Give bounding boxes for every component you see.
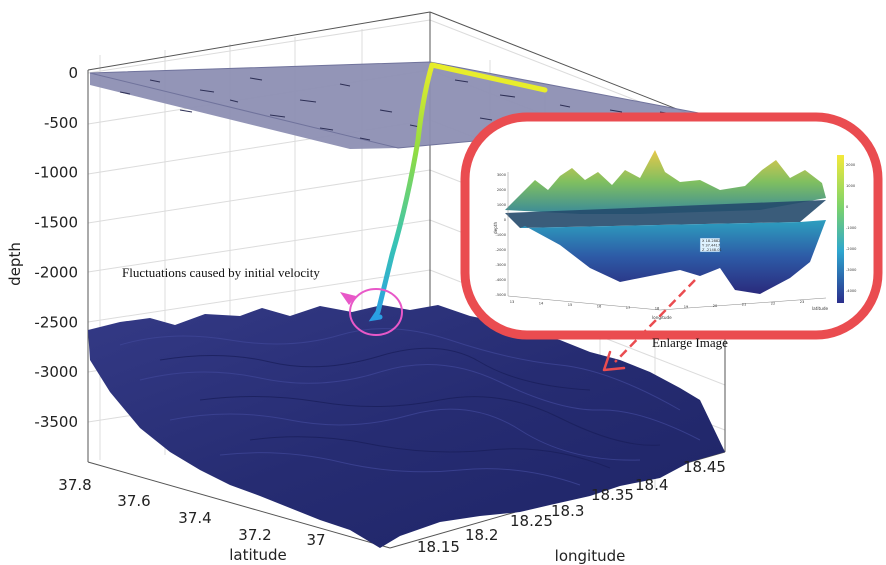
latitude-tick-label: 37.2 (238, 526, 271, 544)
inset-colorbar-tick: -4000 (846, 289, 857, 293)
inset-longitude-label: longitude (652, 315, 672, 320)
datatip-z: Z -2148.01 (702, 248, 722, 252)
longitude-tick-label: 18.45 (683, 458, 726, 476)
inset-latitude-label: latitude (812, 306, 828, 311)
inset-depth-tick: 1000 (497, 203, 507, 207)
fluctuation-callout (340, 288, 403, 336)
inset-colorbar-tick: 2000 (846, 163, 856, 167)
latitude-tick-label: 37.6 (117, 492, 150, 510)
inset-datatip: X 18.2882 Y 37.4417 Z -2148.01 (699, 237, 722, 253)
inset-depth-tick: 2000 (497, 188, 507, 192)
inset-longitude-tick: 14 (539, 302, 544, 306)
inset-plot: X 18.2882 Y 37.4417 Z -2148.01 2000 1000 0… (493, 150, 857, 320)
z-tick-label: -1000 (34, 164, 78, 182)
latitude-tick-label: 37 (306, 531, 325, 549)
inset-longitude-tick: 18 (655, 307, 660, 311)
inset-longitude-tick: 13 (510, 300, 515, 304)
z-tick-label: -500 (44, 114, 78, 132)
inset-colorbar (837, 155, 844, 303)
z-tick-label: -2000 (34, 263, 78, 281)
inset-colorbar-tick: -2000 (846, 247, 857, 251)
inset-longitude-tick: 16 (597, 305, 602, 309)
longitude-axis-label: longitude (555, 547, 626, 565)
inset-longitude-tick: 21 (742, 303, 747, 307)
inset-depth-label: depth (493, 221, 498, 234)
enlarge-arrow (602, 279, 696, 372)
longitude-tick-label: 18.35 (591, 486, 634, 504)
latitude-axis-label: latitude (229, 546, 287, 564)
latitude-tick-label: 37.8 (58, 476, 91, 494)
inset-depth-tick: -1000 (496, 233, 507, 237)
inset-longitude-tick: 23 (800, 300, 805, 304)
z-tick-label: -3000 (34, 363, 78, 381)
inset-longitude-tick: 22 (771, 301, 776, 305)
inset-depth-tick: 0 (504, 218, 507, 222)
inset-colorbar-tick: -1000 (846, 226, 857, 230)
inset-longitude-tick: 15 (568, 303, 573, 307)
inset-depth-tick: 3000 (497, 173, 507, 177)
inset-colorbar-tick: -3000 (846, 268, 857, 272)
inset-depth-tick: -4000 (496, 278, 507, 282)
longitude-tick-label: 18.15 (417, 538, 460, 556)
trajectory-descent-segment (368, 62, 435, 322)
inset-magnifier: X 18.2882 Y 37.4417 Z -2148.01 2000 1000 0… (460, 112, 883, 340)
longitude-tick-label: 18.4 (635, 476, 668, 494)
datatip-x: X 18.2882 (702, 239, 720, 243)
trajectory-surface-segment (429, 62, 548, 93)
inset-colorbar-tick: 1000 (846, 184, 856, 188)
latitude-ticks: 37.8 37.6 37.4 37.2 37 (58, 476, 325, 549)
z-tick-label: -2500 (34, 313, 78, 331)
longitude-tick-label: 18.3 (551, 502, 584, 520)
inset-depth-tick: -5000 (496, 293, 507, 297)
inset-colorbar-tick: 0 (846, 205, 849, 209)
enlarge-annotation: Enlarge Image (652, 335, 728, 350)
z-ticks: 0 -500 -1000 -1500 -2000 -2500 -3000 -3500 (34, 64, 78, 431)
fluctuation-annotation: Fluctuations caused by initial velocity (122, 265, 320, 280)
inset-longitude-tick: 19 (684, 305, 689, 309)
inset-longitude-tick: 17 (626, 306, 631, 310)
z-tick-label: 0 (68, 64, 78, 82)
latitude-tick-label: 37.4 (178, 509, 211, 527)
datatip-y: Y 37.4417 (702, 244, 720, 248)
longitude-tick-label: 18.25 (510, 512, 553, 530)
inset-longitude-tick: 20 (713, 304, 718, 308)
z-tick-label: -1500 (34, 214, 78, 232)
trajectory (368, 62, 548, 322)
inset-depth-tick: -2000 (496, 248, 507, 252)
inset-depth-tick: -3000 (496, 263, 507, 267)
z-axis-label: depth (6, 242, 24, 286)
z-tick-label: -3500 (34, 413, 78, 431)
seabed-surface (88, 305, 725, 548)
longitude-tick-label: 18.2 (465, 526, 498, 544)
